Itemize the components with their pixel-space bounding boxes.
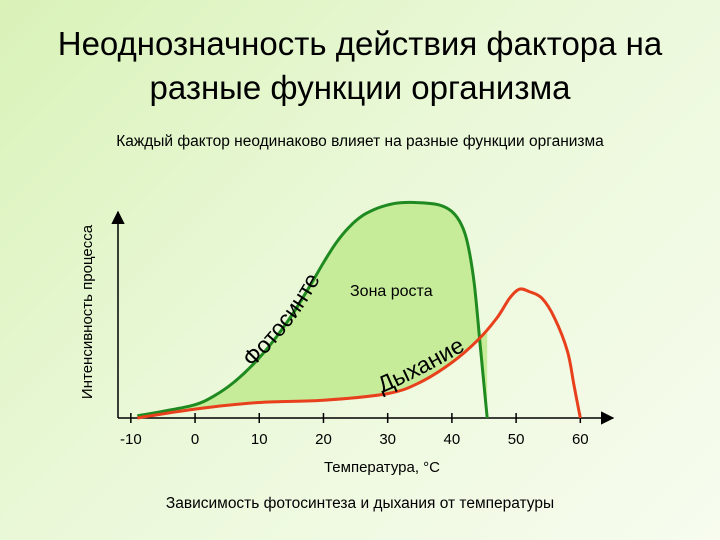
title-line-2: разные функции организма xyxy=(149,69,571,106)
x-tick-label: 20 xyxy=(315,431,332,448)
x-tick-label: 50 xyxy=(508,431,525,448)
x-tick-label: 30 xyxy=(379,431,396,448)
x-tick-label: 60 xyxy=(572,431,589,448)
photosynthesis-label: Фотосинтез xyxy=(0,0,325,371)
x-tick-label: 10 xyxy=(251,431,268,448)
series-line-respiration xyxy=(137,287,582,420)
x-tick-label: -10 xyxy=(120,431,142,448)
y-axis-label: Интенсивность процесса xyxy=(79,224,96,399)
title-line-1: Неоднозначность действия фактора на xyxy=(57,25,663,62)
growth-zone-label: Зона роста xyxy=(350,283,433,300)
chart-caption: Зависимость фотосинтеза и дыхания от тем… xyxy=(166,495,554,512)
series-line-photosynthesis xyxy=(137,200,489,419)
page-title: Неоднозначность действия фактора на разн… xyxy=(0,22,720,110)
x-tick-label: 0 xyxy=(191,431,199,448)
x-tick-label: 40 xyxy=(444,431,461,448)
growth-zone-fill xyxy=(137,202,488,418)
x-ticks: -10 0 10 20 30 40 50 60 xyxy=(120,413,589,448)
x-axis-label: Температура, °С xyxy=(324,459,440,476)
chart-subtitle: Каждый фактор неодинаково влияет на разн… xyxy=(116,133,604,150)
